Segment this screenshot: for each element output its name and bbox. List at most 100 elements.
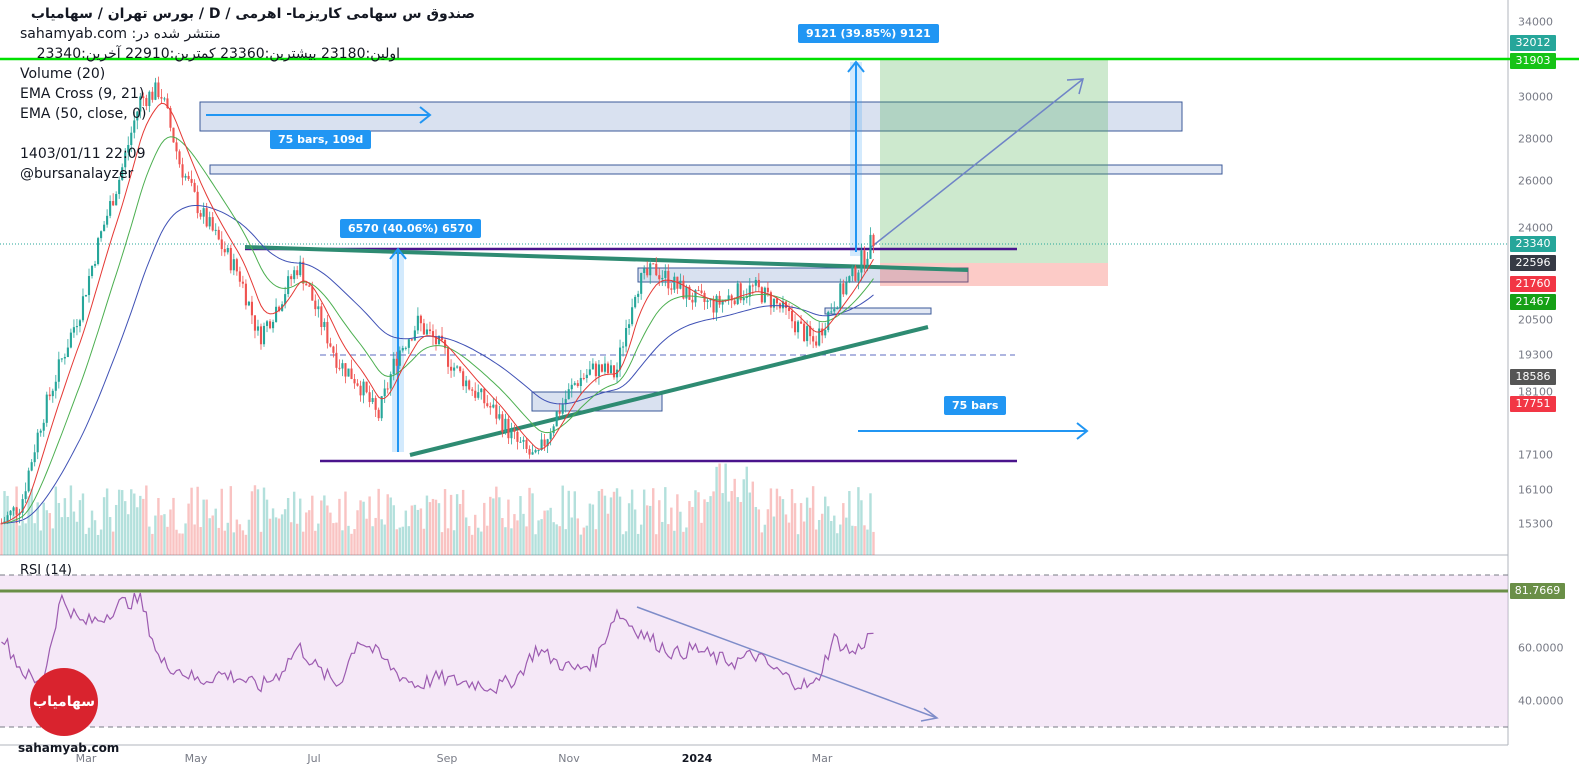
volume-bar	[368, 496, 371, 555]
candle-body	[603, 363, 607, 372]
y-tick: 15300	[1518, 517, 1553, 531]
bars-label-75[interactable]: 75 bars	[944, 396, 1007, 415]
candle-body	[552, 426, 555, 434]
candle-body	[335, 352, 338, 368]
candle-body	[691, 299, 694, 303]
candle-body	[268, 321, 272, 329]
candle-body	[555, 411, 558, 427]
range-box-top[interactable]	[199, 101, 1183, 132]
candle-body	[344, 363, 347, 377]
candle-body	[259, 326, 263, 345]
indicator-volume[interactable]: Volume (20)	[20, 66, 106, 82]
candle-body	[42, 422, 45, 431]
candle-body	[389, 374, 392, 389]
candle-body	[154, 82, 157, 100]
candle-body	[709, 299, 712, 301]
volume-bar	[295, 523, 299, 555]
candle-body	[504, 418, 507, 433]
candle-body	[214, 229, 217, 231]
measure-label-top[interactable]: 9121 (39.85%) 9121	[798, 24, 939, 43]
volume-bar	[793, 503, 797, 555]
measure-label-mid[interactable]: 6570 (40.06%) 6570	[340, 219, 481, 238]
volume-bar	[0, 522, 3, 555]
candle-body	[250, 301, 253, 316]
bars-label-109d[interactable]: 75 bars, 109d	[270, 130, 372, 149]
volume-bar	[75, 521, 79, 555]
candle-body	[839, 283, 842, 308]
upper-trendline[interactable]	[244, 245, 969, 272]
candle-body	[522, 439, 525, 442]
lower-trendline[interactable]	[409, 325, 929, 457]
candle-body	[866, 258, 869, 266]
volume-bar	[274, 517, 278, 555]
indicator-ema-cross[interactable]: EMA Cross (9, 21)	[20, 86, 145, 102]
candle-body	[416, 315, 419, 331]
candles	[0, 76, 875, 525]
consolidation-box[interactable]	[637, 267, 969, 283]
ohlc-values: اولین:23180 بیشترین:23360 کمترین:22910 آ…	[36, 46, 400, 62]
candle-body	[223, 249, 226, 253]
candle-body	[302, 261, 305, 284]
demand-box-low[interactable]	[531, 391, 663, 412]
volume-bar	[709, 496, 712, 555]
candle-body	[115, 194, 118, 206]
projection-line[interactable]	[869, 78, 1084, 249]
candle-body	[293, 270, 296, 280]
candle-body	[66, 347, 69, 358]
volume-bar	[778, 496, 782, 555]
volume-bar	[570, 517, 573, 555]
target-zone[interactable]	[880, 60, 1108, 263]
volume-bar	[817, 519, 821, 555]
candle-body	[151, 91, 154, 100]
candle-body	[75, 326, 78, 328]
volume-bar	[564, 529, 567, 555]
volume-bar	[108, 517, 112, 555]
price-box-21760: 21760	[1510, 276, 1556, 292]
candle-body	[643, 268, 646, 274]
price-box-32012: 32012	[1510, 35, 1556, 51]
volume-bar	[12, 510, 15, 555]
candle-body	[516, 431, 519, 442]
candle-body	[190, 178, 193, 183]
volume-bar	[772, 516, 776, 555]
volume-bar	[102, 497, 106, 555]
candle-body	[594, 363, 597, 377]
range-box-second[interactable]	[209, 164, 1223, 175]
y-tick: 17100	[1518, 448, 1553, 462]
volume-bar	[540, 519, 543, 555]
volume-bar	[440, 532, 444, 555]
candle-body	[109, 201, 112, 216]
volume-bar	[338, 498, 341, 555]
indicator-ema-50[interactable]: EMA (50, close, 0)	[20, 106, 147, 122]
candle-body	[857, 272, 860, 281]
candle-body	[118, 179, 121, 195]
candle-body	[181, 164, 184, 178]
candle-body	[573, 383, 576, 385]
candle-body	[90, 265, 94, 277]
volume-bar	[467, 526, 471, 555]
rsi-label[interactable]: RSI (14)	[20, 563, 72, 578]
volume-bar	[45, 510, 48, 555]
volume-bar	[389, 497, 392, 555]
candle-body	[510, 429, 513, 439]
volume-bar	[673, 530, 676, 555]
volume-bar	[398, 527, 401, 555]
volume-bar	[802, 521, 806, 555]
volume-bar	[645, 505, 649, 555]
volume-bar	[652, 488, 655, 555]
candle-body	[579, 377, 582, 387]
candle-body	[860, 250, 863, 273]
volume-bar	[805, 497, 809, 555]
candle-body	[401, 348, 404, 351]
demand-box-mid[interactable]	[824, 307, 932, 315]
volume-bar	[461, 489, 465, 555]
volume-bar	[799, 503, 803, 555]
candle-body	[305, 283, 308, 286]
volume-bar	[522, 513, 525, 555]
volume-bar	[202, 499, 205, 555]
rsi-divergence-line[interactable]	[636, 606, 938, 719]
candle-body	[537, 450, 540, 452]
candle-body	[9, 510, 12, 516]
price-box-22596: 22596	[1510, 255, 1556, 271]
